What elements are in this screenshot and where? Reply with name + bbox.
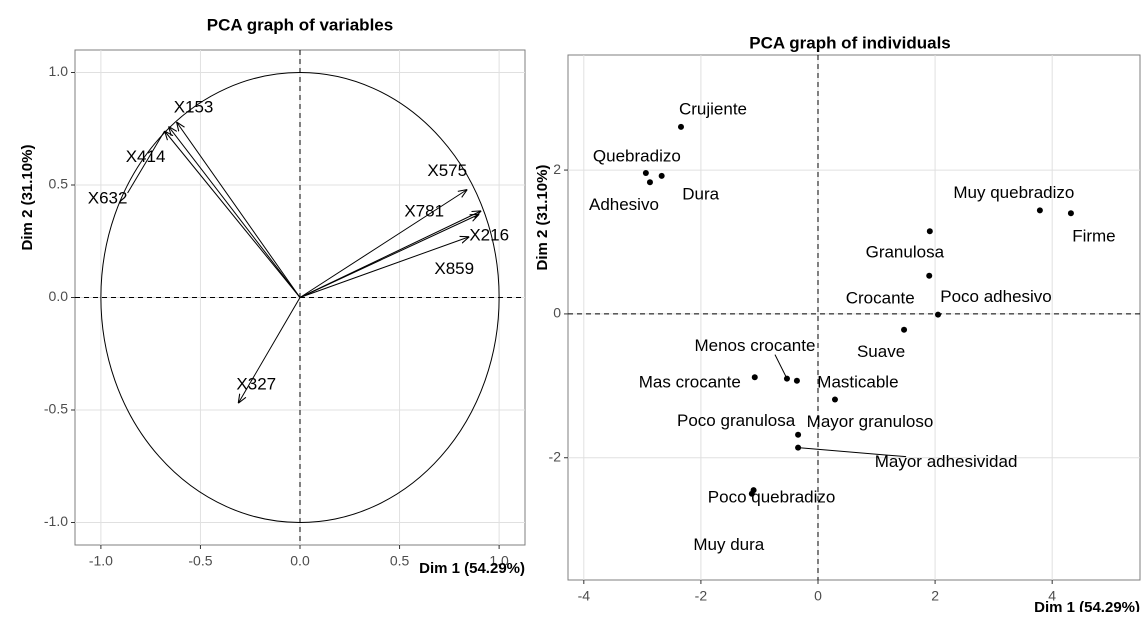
point-label: Granulosa (866, 243, 945, 262)
x-tick-label: 0.0 (290, 553, 310, 569)
point-label: Crocante (846, 288, 915, 307)
y-tick-label: -1.0 (44, 513, 68, 529)
point-label: X632 (88, 188, 128, 207)
point-label: Muy dura (693, 535, 764, 554)
arrow (238, 297, 301, 404)
point (793, 377, 800, 384)
arrow (299, 214, 479, 298)
point-label: Adhesivo (589, 195, 659, 214)
y-tick-label: -0.5 (44, 401, 68, 417)
x-tick-label: -1.0 (89, 553, 113, 569)
label-connector (127, 130, 166, 194)
unit-circle (100, 72, 500, 523)
point (901, 326, 908, 333)
point-label: Poco adhesivo (940, 287, 1052, 306)
point-label: Quebradizo (593, 146, 681, 165)
arrow (169, 127, 301, 298)
point-label: Mayor granuloso (807, 412, 934, 431)
point (677, 123, 684, 130)
point (935, 311, 942, 318)
x-tick-label: -0.5 (188, 553, 212, 569)
point (748, 490, 755, 497)
y-tick-label: -2 (549, 448, 562, 464)
x-tick-label: 0 (814, 588, 822, 604)
x-tick-label: -2 (695, 588, 708, 604)
label-connector (798, 447, 907, 458)
x-tick-label: 0.5 (390, 553, 410, 569)
point (646, 179, 653, 186)
point (831, 396, 838, 403)
point (1067, 210, 1074, 217)
point-label: Firme (1072, 227, 1115, 246)
point-label: Muy quebradizo (953, 183, 1074, 202)
x-axis-title: Dim 1 (54.29%) (1034, 599, 1140, 612)
arrow (299, 237, 469, 298)
point-label: Menos crocante (694, 336, 815, 355)
point-label: X327 (236, 375, 276, 394)
x-tick-label: 4 (1048, 588, 1056, 604)
arrow (299, 190, 467, 298)
point-label: Masticable (817, 372, 898, 391)
point (751, 374, 758, 381)
point-label: Mayor adhesividad (875, 452, 1018, 471)
y-tick-label: 1.0 (49, 63, 69, 79)
point-label: Mas crocante (639, 373, 741, 392)
label-connector (774, 354, 788, 379)
arrow (165, 131, 301, 298)
point-label: Poco granulosa (677, 411, 796, 430)
x-tick-label: -4 (578, 588, 591, 604)
point (1036, 207, 1043, 214)
point-label: Crujiente (679, 99, 747, 118)
y-tick-label: 0 (553, 305, 561, 321)
point (926, 272, 933, 279)
point (795, 431, 802, 438)
chart-title: PCA graph of variables (207, 15, 393, 34)
point-label: X859 (434, 259, 474, 278)
point-label: Poco quebradizo (708, 488, 836, 507)
y-tick-label: 0.0 (49, 288, 69, 304)
chart-title: PCA graph of individuals (749, 33, 951, 52)
arrow (177, 122, 301, 298)
x-axis-title: Dim 1 (54.29%) (419, 560, 525, 577)
point (926, 228, 933, 235)
point-label: Dura (682, 184, 719, 203)
point (658, 172, 665, 179)
point-label: X781 (404, 201, 444, 220)
point-label: X414 (126, 147, 166, 166)
point-label: X216 (469, 226, 509, 245)
y-tick-label: 0.5 (49, 176, 69, 192)
point (642, 169, 649, 176)
y-tick-label: 2 (553, 161, 561, 177)
y-axis-title: Dim 2 (31.10%) (534, 165, 551, 271)
point-label: X575 (427, 161, 467, 180)
panel (567, 54, 1141, 581)
x-tick-label: 2 (931, 588, 939, 604)
point-label: X153 (174, 97, 214, 116)
y-axis-title: Dim 2 (31.10%) (19, 145, 36, 251)
point-label: Suave (857, 342, 905, 361)
x-tick-label: 1.0 (489, 553, 509, 569)
